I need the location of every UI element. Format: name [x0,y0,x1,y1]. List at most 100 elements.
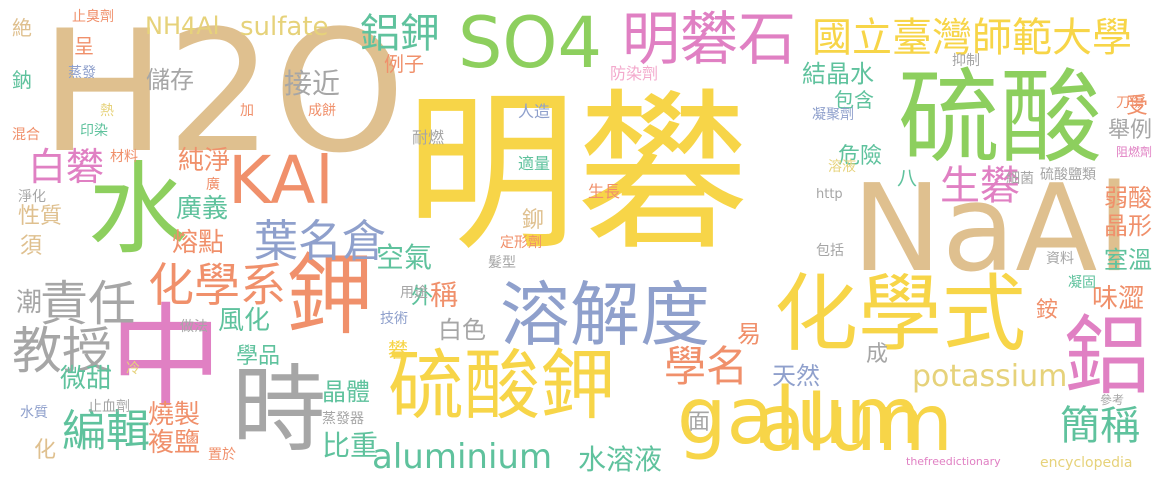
word-xu: 須 [20,234,43,259]
word-potassium: potassium [912,359,1068,394]
word-baohan: 包含 [834,88,874,112]
word-kongqi: 空氣 [376,241,433,274]
word-lujia: 鋁鉀 [360,11,440,57]
word-chunjing: 純淨 [178,146,231,176]
word-ninggu: 凝固 [1068,275,1096,291]
word-bizhong: 比重 [322,429,379,462]
word-huaxueshi: 化學式 [774,265,1027,363]
word-zhengfa: 蒸發 [68,65,96,81]
word-http: http [816,187,843,202]
word-fuyan: 複鹽 [148,428,201,458]
word-shiliang: 適量 [518,154,551,173]
word-ningjuji: 凝聚劑 [812,107,854,123]
word-aluminium: aluminium [372,437,553,477]
word-jingti: 晶體 [322,378,370,406]
word-ruosuan: 弱酸 [1104,184,1152,212]
word-zeren: 責任 [40,276,137,332]
word-encyclopedia: encyclopedia [1040,455,1133,471]
word-renzao: 人造 [518,102,551,121]
word-weixian: 危險 [838,144,883,169]
word-xingzhi: 性質 [18,204,63,229]
word-chao: 潮 [16,288,43,318]
word-jiejingshui: 結晶水 [802,60,874,88]
word-shengzhang: 生長 [588,182,621,201]
word-galum: galum [677,372,922,462]
word-chengbing: 成餅 [308,103,336,119]
word-nairan: 耐燃 [412,128,445,147]
word-liusuanyanlei: 硫酸鹽類 [1040,167,1096,183]
word-shiwen: 室溫 [1104,246,1152,274]
word-guang: 廣 [206,177,220,193]
word-dingxingji: 定形劑 [500,235,542,251]
word-yi: 易 [737,320,761,348]
word-liusuan: 硫酸 [898,59,1102,178]
word-yemingcang: 葉名倉 [254,216,386,267]
word-jishu: 技術 [380,311,408,327]
word-shuizhi: 水質 [20,405,48,421]
word-wai: 外 [407,284,432,306]
word-cailiao: 材料 [110,149,138,165]
word-liusuanjia: 硫酸鉀 [388,341,616,430]
word-shui: 水 [88,151,188,268]
word-zhiyu: 置於 [208,447,236,463]
word-juli: 舉例 [1108,118,1153,143]
word-rongdian: 熔點 [172,228,225,258]
word-lizi: 例子 [384,52,424,76]
word-shou: 受 [1126,94,1149,119]
word-weitian: 微甜 [60,364,113,394]
word-re: 熱 [100,103,114,119]
word-liu: 鉚 [522,208,545,233]
word-zuranji: 阻燃劑 [1116,145,1153,159]
word-xuepin: 學品 [236,344,281,369]
word-shaozhi: 燒製 [148,400,201,430]
word-daoshang: 刀傷 [1116,95,1144,111]
word-tianran: 天然 [772,362,820,390]
word-hunhe: 混合 [12,127,40,143]
word-mian: 面 [688,410,711,435]
word-zhichouji: 止臭劑 [72,9,114,25]
word-naal: NaAl [852,160,1131,299]
word-baise: 白色 [438,316,486,344]
word-mingfan: 明礬 [405,73,749,274]
word-rongjiedu: 溶解度 [500,274,710,356]
word-alum: alum [758,379,953,469]
word-baifan: 白礬 [28,145,105,189]
word-kal: KAl [228,142,334,219]
word-zhengfaqi: 蒸發器 [322,411,364,427]
word-na: 鈉 [12,68,32,92]
word-huaxuexi: 化學系 [148,258,286,312]
word-yinran: 印染 [80,123,108,139]
word-sulfate: sulfate [240,12,329,42]
word-shi: 時 [232,356,327,465]
word-hua: 化 [34,438,57,463]
word-jingxing: 晶形 [1104,212,1152,240]
word-cheng2: 成 [866,342,889,367]
word-h2o: H2O [40,0,406,190]
word-cheng3: 呈 [74,34,94,58]
word-zuofa: 做法 [180,319,208,335]
word-jiaoshou: 教授 [12,322,112,380]
word-xijun: 細菌 [1006,171,1034,187]
word-ntnu: 國立臺灣師範大學 [812,15,1132,61]
word-nh4al: NH4Al [145,12,220,40]
word-zhixueji: 止血劑 [88,399,130,415]
word-chucun: 儲存 [146,66,194,94]
word-bianji: 編輯 [62,406,150,457]
word-fangranji: 防染劑 [610,64,659,83]
word-an: 銨 [1036,298,1059,323]
word-yizhi: 抑制 [952,53,980,69]
word-shuirongye: 水溶液 [578,443,663,476]
word-rongye: 溶液 [828,159,856,175]
word-so4: SO4 [458,2,603,84]
word-guangyi: 廣義 [176,194,229,224]
word-yongtu: 用途 [400,285,428,301]
word-jiejin: 接近 [284,67,341,100]
word-ziliao: 資料 [1046,251,1074,267]
word-fenghua: 風化 [218,306,271,336]
word-leng: 冷 [126,361,140,377]
word-baokuo: 包括 [816,243,844,259]
word-ba: 八 [897,166,917,190]
word-fan: 礬 [388,338,408,362]
word-jia2: 加 [240,103,254,119]
word-xueming: 學名 [664,342,749,391]
